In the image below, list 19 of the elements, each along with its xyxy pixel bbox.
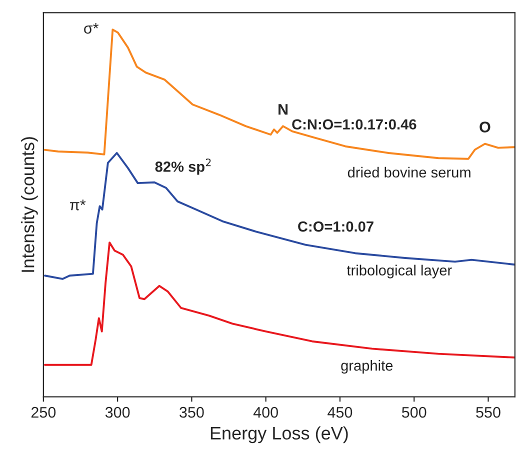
x-tick-label: 550 xyxy=(476,406,500,418)
x-tick-label: 400 xyxy=(253,406,278,418)
annotation: σ* xyxy=(84,23,99,34)
annotation: π* xyxy=(70,200,86,210)
annotation: C:N:O=1:0.17:0.46 xyxy=(292,119,416,130)
x-tick-label: 500 xyxy=(402,406,426,418)
series-label: graphite xyxy=(341,360,393,374)
series-label: tribological layer xyxy=(346,264,452,278)
series-label: dried bovine serum xyxy=(348,166,470,178)
x-tick-label: 450 xyxy=(328,406,352,418)
annotation: C:O=1:0.07 xyxy=(298,221,374,232)
x-tick-label: 300 xyxy=(105,406,130,418)
y-axis-title: Intensity (counts) xyxy=(21,137,38,272)
annotation: 82% sp$^{2}$ xyxy=(155,158,211,175)
x-tick-label: 250 xyxy=(31,406,56,418)
x-tick-label: 350 xyxy=(180,406,204,418)
x-axis-title: Energy Loss (eV) xyxy=(210,426,348,444)
annotation: N xyxy=(278,104,288,115)
annotation: O xyxy=(480,122,490,132)
